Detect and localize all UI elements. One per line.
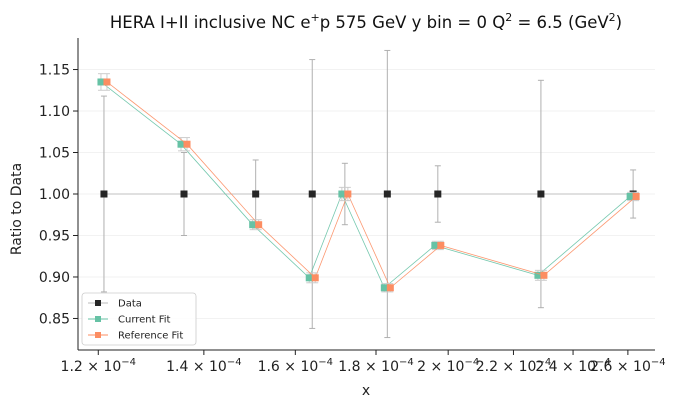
y-tick-label: 1.00 [39,187,70,203]
legend-box [81,292,197,346]
data-point [311,274,319,282]
chart-title: HERA I+II inclusive NC e+p 575 GeV y bin… [110,11,622,32]
x-tick-label: 2.2 × 10−4 [476,357,551,375]
x-tick-label: 1.6 × 10−4 [258,357,333,375]
data-point [308,190,316,198]
x-tick-label: 1.8 × 10−4 [338,357,413,375]
x-tick-label: 2 × 10−4 [417,357,479,375]
data-point [255,221,263,229]
legend-label: Data [118,299,142,310]
x-tick-label: 1.4 × 10−4 [166,357,241,375]
data-point [97,78,105,86]
data-point [537,190,545,198]
data-point [431,241,439,249]
series-line [106,81,637,289]
series-current-fit [97,73,634,293]
data-point [103,78,111,86]
legend-label: Reference Fit [118,331,183,342]
data-point [338,190,346,198]
data-point [383,190,391,198]
data-point [380,284,388,292]
data-point [632,192,640,200]
y-ticks: 0.85 0.90 0.95 1.00 1.05 1.10 1.15 [39,63,78,327]
series-reference-fit [103,73,640,293]
x-tick-label: 2.4 × 10−4 [535,357,610,375]
series-layer [97,49,640,339]
y-tick-label: 0.85 [39,311,70,327]
y-tick-label: 0.95 [39,228,70,244]
legend-marker [95,300,101,306]
data-point [305,274,313,282]
x-tick-label: 1.2 × 10−4 [61,357,136,375]
y-tick-label: 1.10 [39,104,70,120]
data-point [534,271,542,279]
legend-marker [95,316,101,322]
x-axis-label: x [362,383,370,399]
legend: Data Current Fit Reference Fit [81,292,197,346]
x-tick-label: 2.6 × 10−4 [590,357,665,375]
data-point [344,190,352,198]
legend-label: Current Fit [118,315,171,326]
legend-marker [95,332,101,338]
y-tick-label: 0.90 [39,270,70,286]
data-point [177,140,185,148]
y-axis-label: Ratio to Data [9,163,25,255]
y-tick-label: 1.15 [39,63,70,79]
data-point [100,190,108,198]
data-point [252,190,260,198]
data-point [434,190,442,198]
data-point [437,241,445,249]
data-point [249,221,257,229]
data-point [626,192,634,200]
x-ticks: 1.2 × 10−4 1.4 × 10−4 1.6 × 10−4 1.8 × 10−4… [61,350,666,375]
data-point [386,284,394,292]
data-point [180,190,188,198]
data-point [183,140,191,148]
y-tick-label: 1.05 [39,146,70,162]
data-point [540,271,548,279]
series-line [100,81,631,289]
